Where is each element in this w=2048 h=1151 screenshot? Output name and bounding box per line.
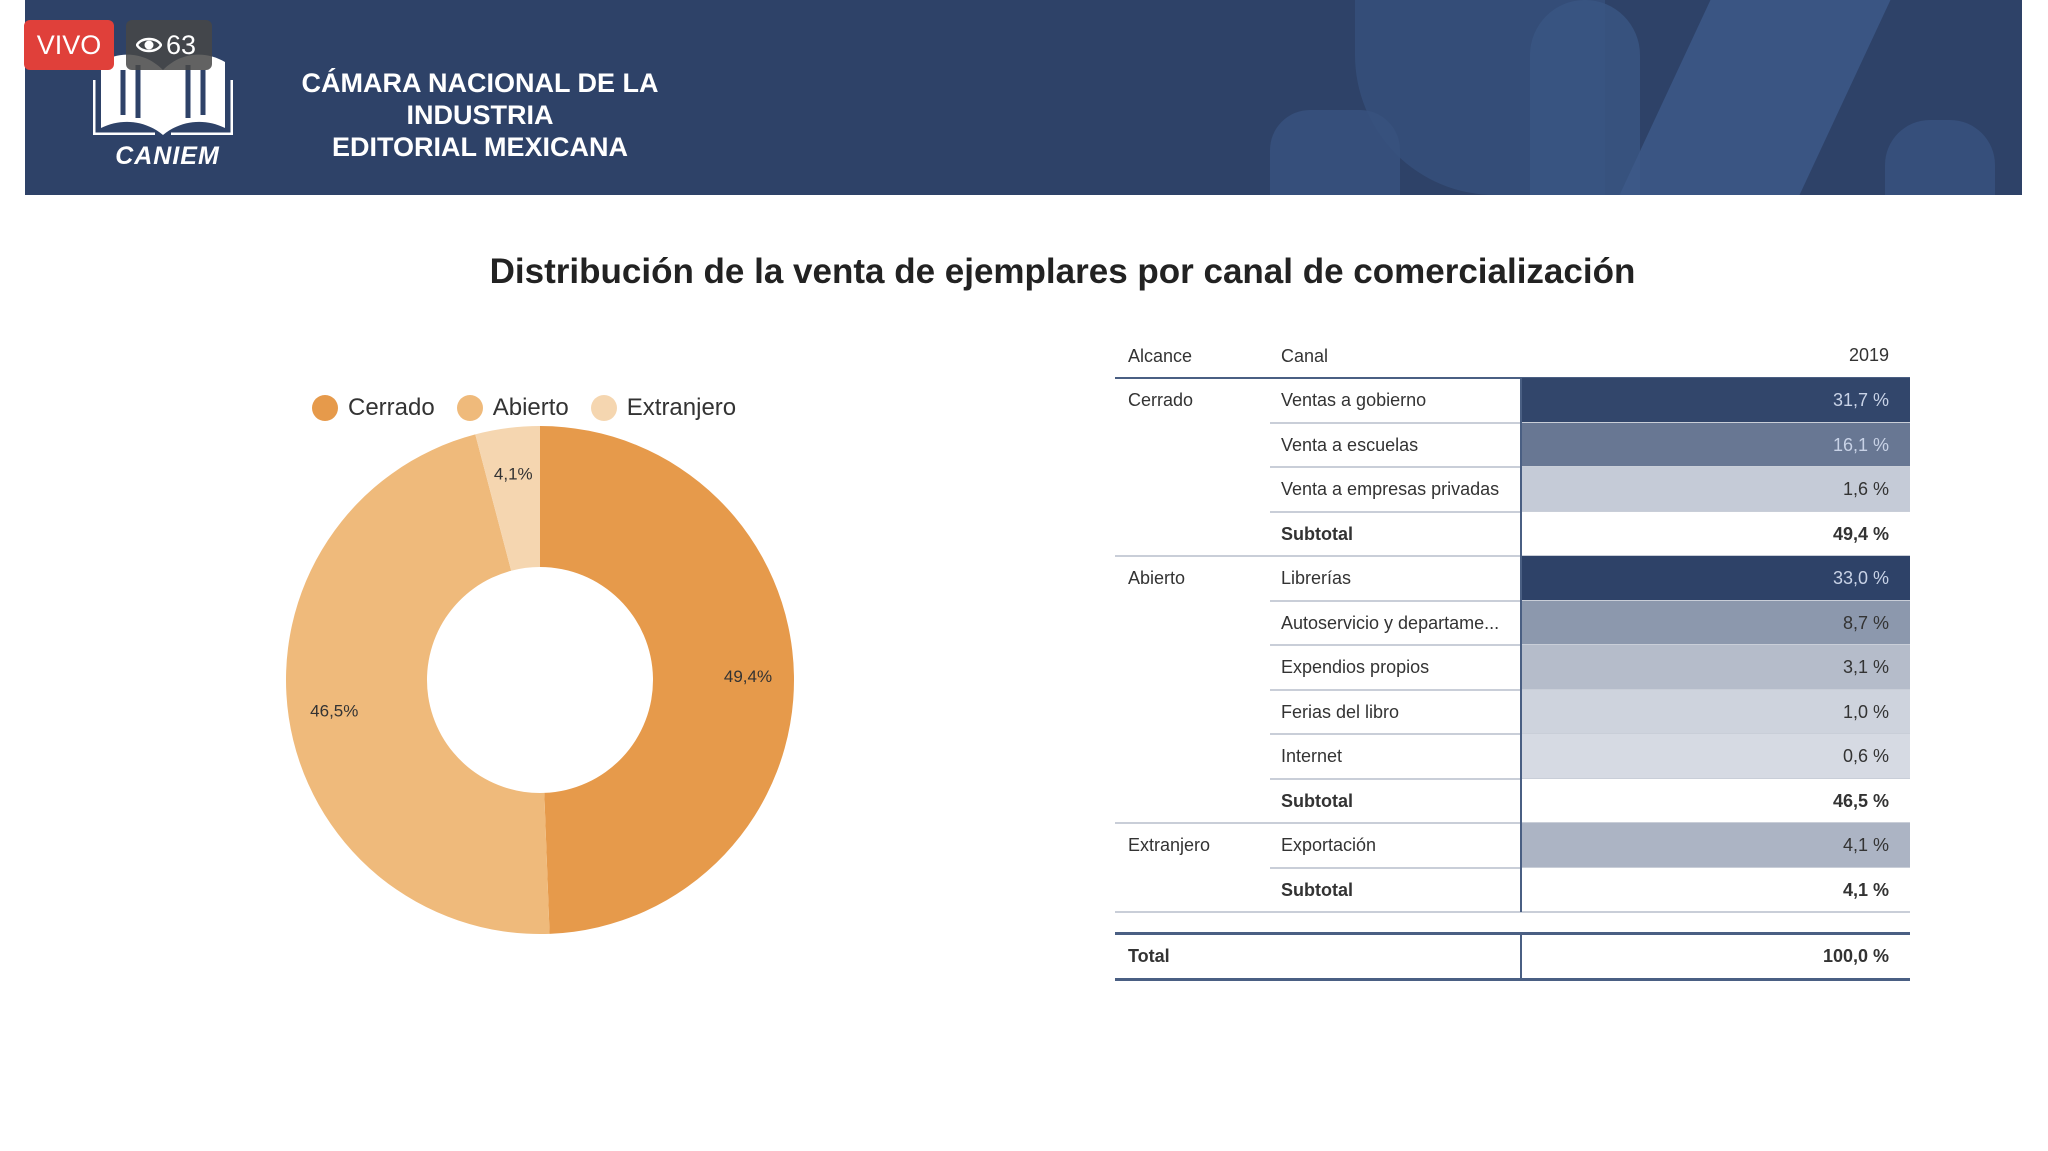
table-canal: Librerías: [1281, 568, 1352, 588]
table-canal: Subtotal: [1281, 790, 1353, 811]
donut-slice-extranjero: [475, 426, 540, 571]
legend-item-abierto: Abierto: [456, 394, 569, 422]
table-value: 16,1 %: [1832, 434, 1889, 455]
table-canal: Exportación: [1281, 835, 1377, 855]
value-bar: [1522, 823, 1910, 867]
donut-chart: 49,4% 46,5% 4,1%: [286, 426, 795, 934]
total-top-line: [1115, 932, 1910, 935]
table-alcance: Cerrado: [1128, 390, 1194, 410]
donut-label-abierto: 46,5%: [310, 702, 358, 721]
table-value: 3,1 %: [1842, 657, 1889, 677]
table-canal: Subtotal: [1281, 879, 1353, 900]
column-divider: [1520, 378, 1522, 912]
banner-decoration: [1619, 0, 1891, 195]
header-canal: Canal: [1281, 346, 1329, 366]
live-badge: VIVO: [24, 20, 114, 70]
donut-slice-cerrado: [540, 426, 795, 934]
subtotal-cell: [1522, 867, 1910, 912]
banner-decoration: [1530, 0, 1640, 195]
table-value: 33,0 %: [1832, 568, 1889, 588]
subtotal-cell: [1522, 511, 1910, 556]
donut-slice-abierto: [286, 434, 550, 934]
donut-label-extranjero: 4,1%: [494, 465, 533, 484]
table-alcance: Extranjero: [1128, 835, 1211, 855]
header-year: 2019: [1848, 345, 1889, 365]
org-name-line1: CÁMARA NACIONAL DE LA INDUSTRIA: [301, 68, 659, 130]
total-label: Total: [1128, 946, 1170, 966]
legend-label-extranjero: Extranjero: [626, 394, 737, 421]
value-bar: [1522, 556, 1910, 600]
value-bar: [1522, 422, 1910, 467]
slide-title: Distribución de la venta de ejemplares p…: [489, 252, 1636, 291]
table-value: 4,1 %: [1842, 835, 1889, 855]
value-bar: [1522, 689, 1910, 734]
total-divider: [1520, 934, 1522, 978]
legend-item-extranjero: Extranjero: [590, 394, 737, 422]
eye-icon: [136, 37, 162, 53]
row-divider: [1115, 911, 1910, 913]
table-value: 31,7 %: [1832, 390, 1889, 410]
logo-text: CANIEM: [115, 142, 220, 170]
viewer-count-badge: 63: [126, 20, 212, 70]
table-value: 0,6 %: [1842, 746, 1889, 766]
table-canal: Ferias del libro: [1281, 701, 1400, 722]
row-divider: [1115, 822, 1910, 824]
banner-decoration: [1885, 120, 1995, 195]
total-bottom-line: [1115, 978, 1910, 981]
organization-name: CÁMARA NACIONAL DE LA INDUSTRIA EDITORIA…: [230, 67, 730, 163]
legend-swatch-cerrado: [312, 395, 338, 421]
legend-item-cerrado: Cerrado: [312, 394, 435, 422]
header-alcance: Alcance: [1128, 346, 1193, 366]
table-canal: Venta a escuelas: [1281, 434, 1419, 455]
table-value: 1,0 %: [1842, 701, 1889, 722]
table-value: 8,7 %: [1842, 612, 1889, 633]
header-divider: [1115, 377, 1910, 379]
table-canal: Venta a empresas privadas: [1281, 479, 1500, 499]
legend-swatch-extranjero: [590, 395, 617, 421]
total-value: 100,0 %: [1822, 946, 1889, 966]
table-value: 1,6 %: [1842, 479, 1889, 499]
row-divider: [1115, 555, 1910, 557]
table-canal: Autoservicio y departame...: [1281, 612, 1500, 633]
legend-swatch-abierto: [456, 395, 483, 421]
value-bar: [1522, 378, 1910, 422]
legend-label-abierto: Abierto: [492, 394, 569, 421]
subtotal-cell: [1522, 778, 1910, 823]
table-canal: Expendios propios: [1281, 657, 1430, 677]
value-bar: [1522, 645, 1910, 689]
table-value: 46,5 %: [1832, 790, 1889, 811]
table-canal: Ventas a gobierno: [1281, 390, 1427, 410]
viewer-count: 63: [166, 30, 197, 60]
value-bar: [1522, 467, 1910, 511]
org-name-line2: EDITORIAL MEXICANA: [331, 132, 629, 162]
table-alcance: Abierto: [1128, 568, 1186, 588]
donut-label-cerrado: 49,4%: [724, 667, 772, 686]
value-bar: [1522, 600, 1910, 645]
table-canal: Internet: [1281, 746, 1343, 766]
value-bar: [1522, 734, 1910, 778]
channel-table: Alcance Canal 2019 31,7 % Ventas a gobierno C…: [1115, 340, 1915, 985]
table-value: 4,1 %: [1842, 879, 1889, 900]
header-banner: CANIEM CÁMARA NACIONAL DE LA INDUSTRIA E…: [25, 0, 2022, 195]
book-logo-icon: [93, 54, 233, 135]
legend-label-cerrado: Cerrado: [348, 394, 435, 421]
chart-legend: Cerrado Abierto Extranjero: [312, 390, 736, 426]
table-canal: Subtotal: [1281, 523, 1353, 544]
table-value: 49,4 %: [1832, 523, 1889, 544]
